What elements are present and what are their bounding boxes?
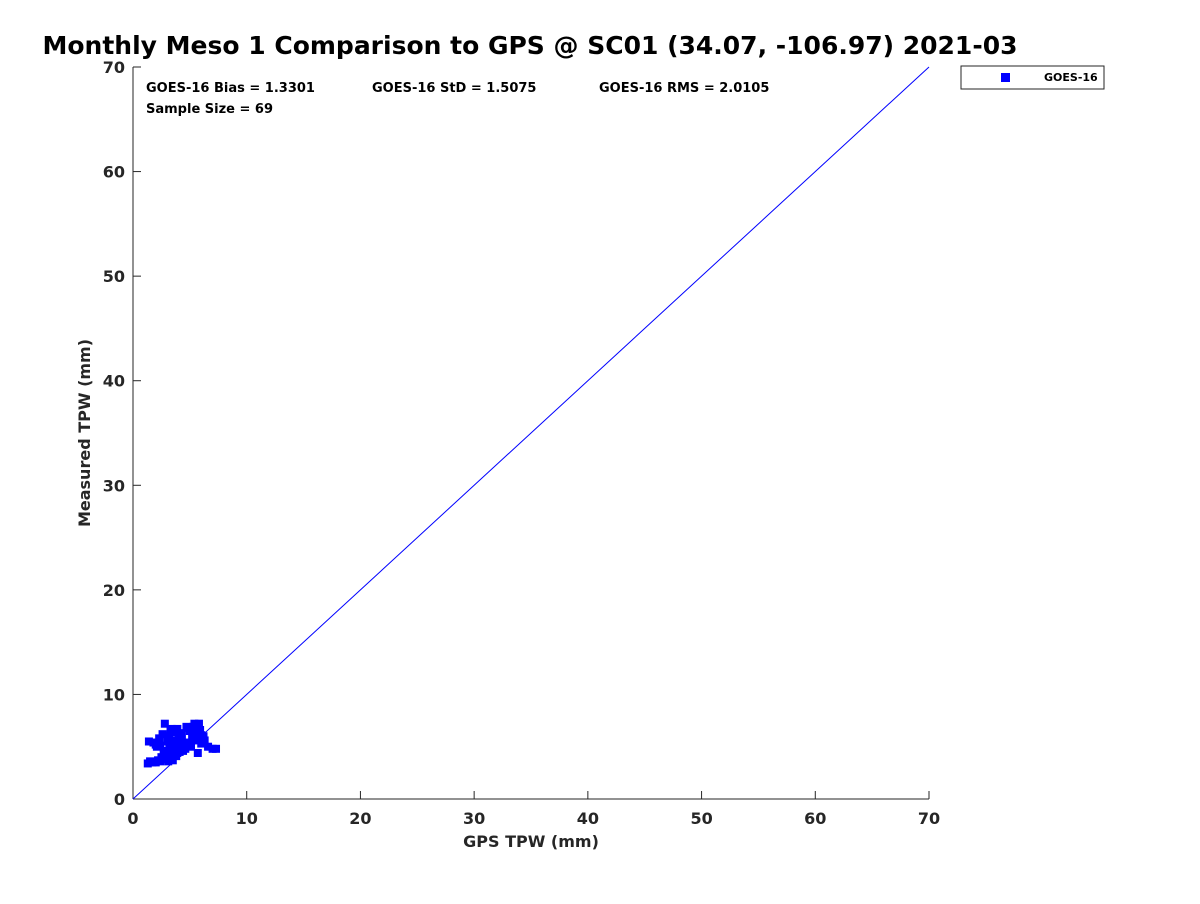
- y-tick-label: 20: [103, 581, 125, 600]
- x-tick-label: 70: [918, 809, 940, 828]
- data-point: [159, 746, 168, 755]
- data-point: [197, 739, 206, 748]
- data-point: [161, 751, 170, 760]
- x-tick-label: 50: [690, 809, 712, 828]
- data-point: [165, 743, 174, 752]
- data-point: [163, 737, 172, 746]
- y-tick-label: 40: [103, 372, 125, 391]
- data-point: [190, 719, 199, 728]
- data-point: [169, 736, 178, 745]
- data-point: [191, 723, 200, 732]
- data-point: [176, 739, 185, 748]
- data-point: [199, 732, 208, 741]
- y-tick-label: 10: [103, 685, 125, 704]
- y-tick-label: 60: [103, 163, 125, 182]
- x-tick-label: 30: [463, 809, 485, 828]
- sample-size-annotation: Sample Size = 69: [146, 102, 273, 117]
- data-point: [155, 734, 164, 743]
- data-point: [148, 758, 157, 767]
- x-tick-label: 40: [577, 809, 599, 828]
- data-point: [172, 740, 181, 749]
- data-point: [160, 719, 169, 728]
- x-axis-label: GPS TPW (mm): [463, 832, 599, 851]
- y-tick-label: 30: [103, 476, 125, 495]
- y-tick-label: 50: [103, 267, 125, 286]
- data-point: [193, 728, 202, 737]
- data-point: [166, 727, 175, 736]
- data-point: [173, 748, 182, 757]
- data-point: [193, 748, 202, 757]
- legend: GOES-16: [960, 65, 1105, 90]
- chart-title: Monthly Meso 1 Comparison to GPS @ SC01 …: [42, 31, 1017, 60]
- x-tick-label: 0: [127, 809, 138, 828]
- scatter-points: [143, 719, 221, 768]
- x-tick-label: 20: [349, 809, 371, 828]
- x-tick-label: 60: [804, 809, 826, 828]
- std-annotation: GOES-16 StD = 1.5075: [372, 81, 536, 96]
- data-point: [194, 719, 203, 728]
- data-point: [156, 741, 165, 750]
- data-point: [184, 739, 193, 748]
- data-point: [164, 757, 173, 766]
- axes: 0 10 20 30 40 50 60 70 0 10 20 30 40 50 60 70: [103, 58, 940, 828]
- legend-label: GOES-16: [1044, 71, 1098, 84]
- x-tick-label: 10: [236, 809, 258, 828]
- data-point: [212, 744, 221, 753]
- data-point: [179, 743, 188, 752]
- legend-marker-square-icon: [1001, 73, 1010, 82]
- data-point: [204, 742, 213, 751]
- data-point: [185, 727, 194, 736]
- data-point: [182, 722, 191, 731]
- legend-box: [960, 65, 1105, 90]
- y-tick-label: 70: [103, 58, 125, 77]
- data-point: [173, 724, 182, 733]
- y-tick-label: 0: [114, 790, 125, 809]
- data-point: [167, 753, 176, 762]
- one-to-one-reference-line: [132, 66, 930, 800]
- data-point: [165, 732, 174, 741]
- data-point: [175, 729, 184, 738]
- bias-annotation: GOES-16 Bias = 1.3301: [146, 81, 315, 96]
- data-point: [158, 730, 167, 739]
- y-axis-label: Measured TPW (mm): [75, 339, 94, 527]
- rms-annotation: GOES-16 RMS = 2.0105: [599, 81, 769, 96]
- data-point: [157, 753, 166, 762]
- data-point: [151, 740, 160, 749]
- data-point: [190, 736, 199, 745]
- data-point: [144, 737, 153, 746]
